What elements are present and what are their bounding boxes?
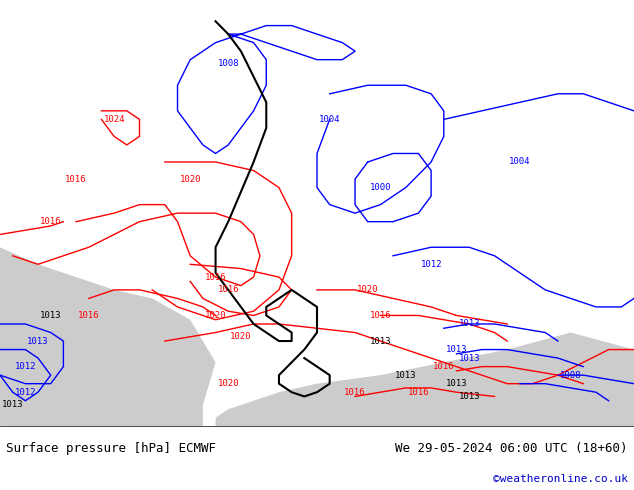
Text: Surface pressure [hPa] ECMWF: Surface pressure [hPa] ECMWF: [6, 442, 216, 455]
Text: 1020: 1020: [230, 332, 252, 341]
Polygon shape: [0, 247, 216, 426]
Text: 1012: 1012: [15, 388, 36, 397]
Text: 1013: 1013: [27, 337, 49, 345]
Text: 1004: 1004: [319, 115, 340, 124]
Text: 1013: 1013: [40, 311, 61, 320]
Text: 1016: 1016: [65, 174, 87, 184]
Text: We 29-05-2024 06:00 UTC (18+60): We 29-05-2024 06:00 UTC (18+60): [395, 442, 628, 455]
Text: 1013: 1013: [446, 345, 467, 354]
Text: 1013: 1013: [370, 337, 391, 345]
Text: 1012: 1012: [420, 260, 442, 269]
Text: 1008: 1008: [560, 370, 581, 380]
Text: 1016: 1016: [433, 362, 455, 371]
Text: 1020: 1020: [179, 174, 201, 184]
Text: 1016: 1016: [205, 272, 226, 282]
Text: 1013: 1013: [395, 370, 417, 380]
Text: 1016: 1016: [217, 285, 239, 294]
Text: ©weatheronline.co.uk: ©weatheronline.co.uk: [493, 473, 628, 484]
Text: 1016: 1016: [370, 311, 391, 320]
Text: 1012: 1012: [15, 362, 36, 371]
Text: 1013: 1013: [446, 379, 467, 388]
Text: 1024: 1024: [103, 115, 125, 124]
Text: 1000: 1000: [370, 183, 391, 192]
Text: 1013: 1013: [458, 354, 480, 363]
Text: 1013: 1013: [458, 319, 480, 328]
Text: 1020: 1020: [217, 379, 239, 388]
Text: 1020: 1020: [205, 311, 226, 320]
Text: 1004: 1004: [509, 157, 531, 167]
Text: 1013: 1013: [458, 392, 480, 401]
Text: 1008: 1008: [217, 59, 239, 69]
Text: 1016: 1016: [78, 311, 100, 320]
Text: 1020: 1020: [357, 285, 378, 294]
Text: 1016: 1016: [408, 388, 429, 397]
Text: 1016: 1016: [40, 217, 61, 226]
Text: 1013: 1013: [2, 400, 23, 410]
Text: 1016: 1016: [344, 388, 366, 397]
Polygon shape: [216, 333, 634, 426]
